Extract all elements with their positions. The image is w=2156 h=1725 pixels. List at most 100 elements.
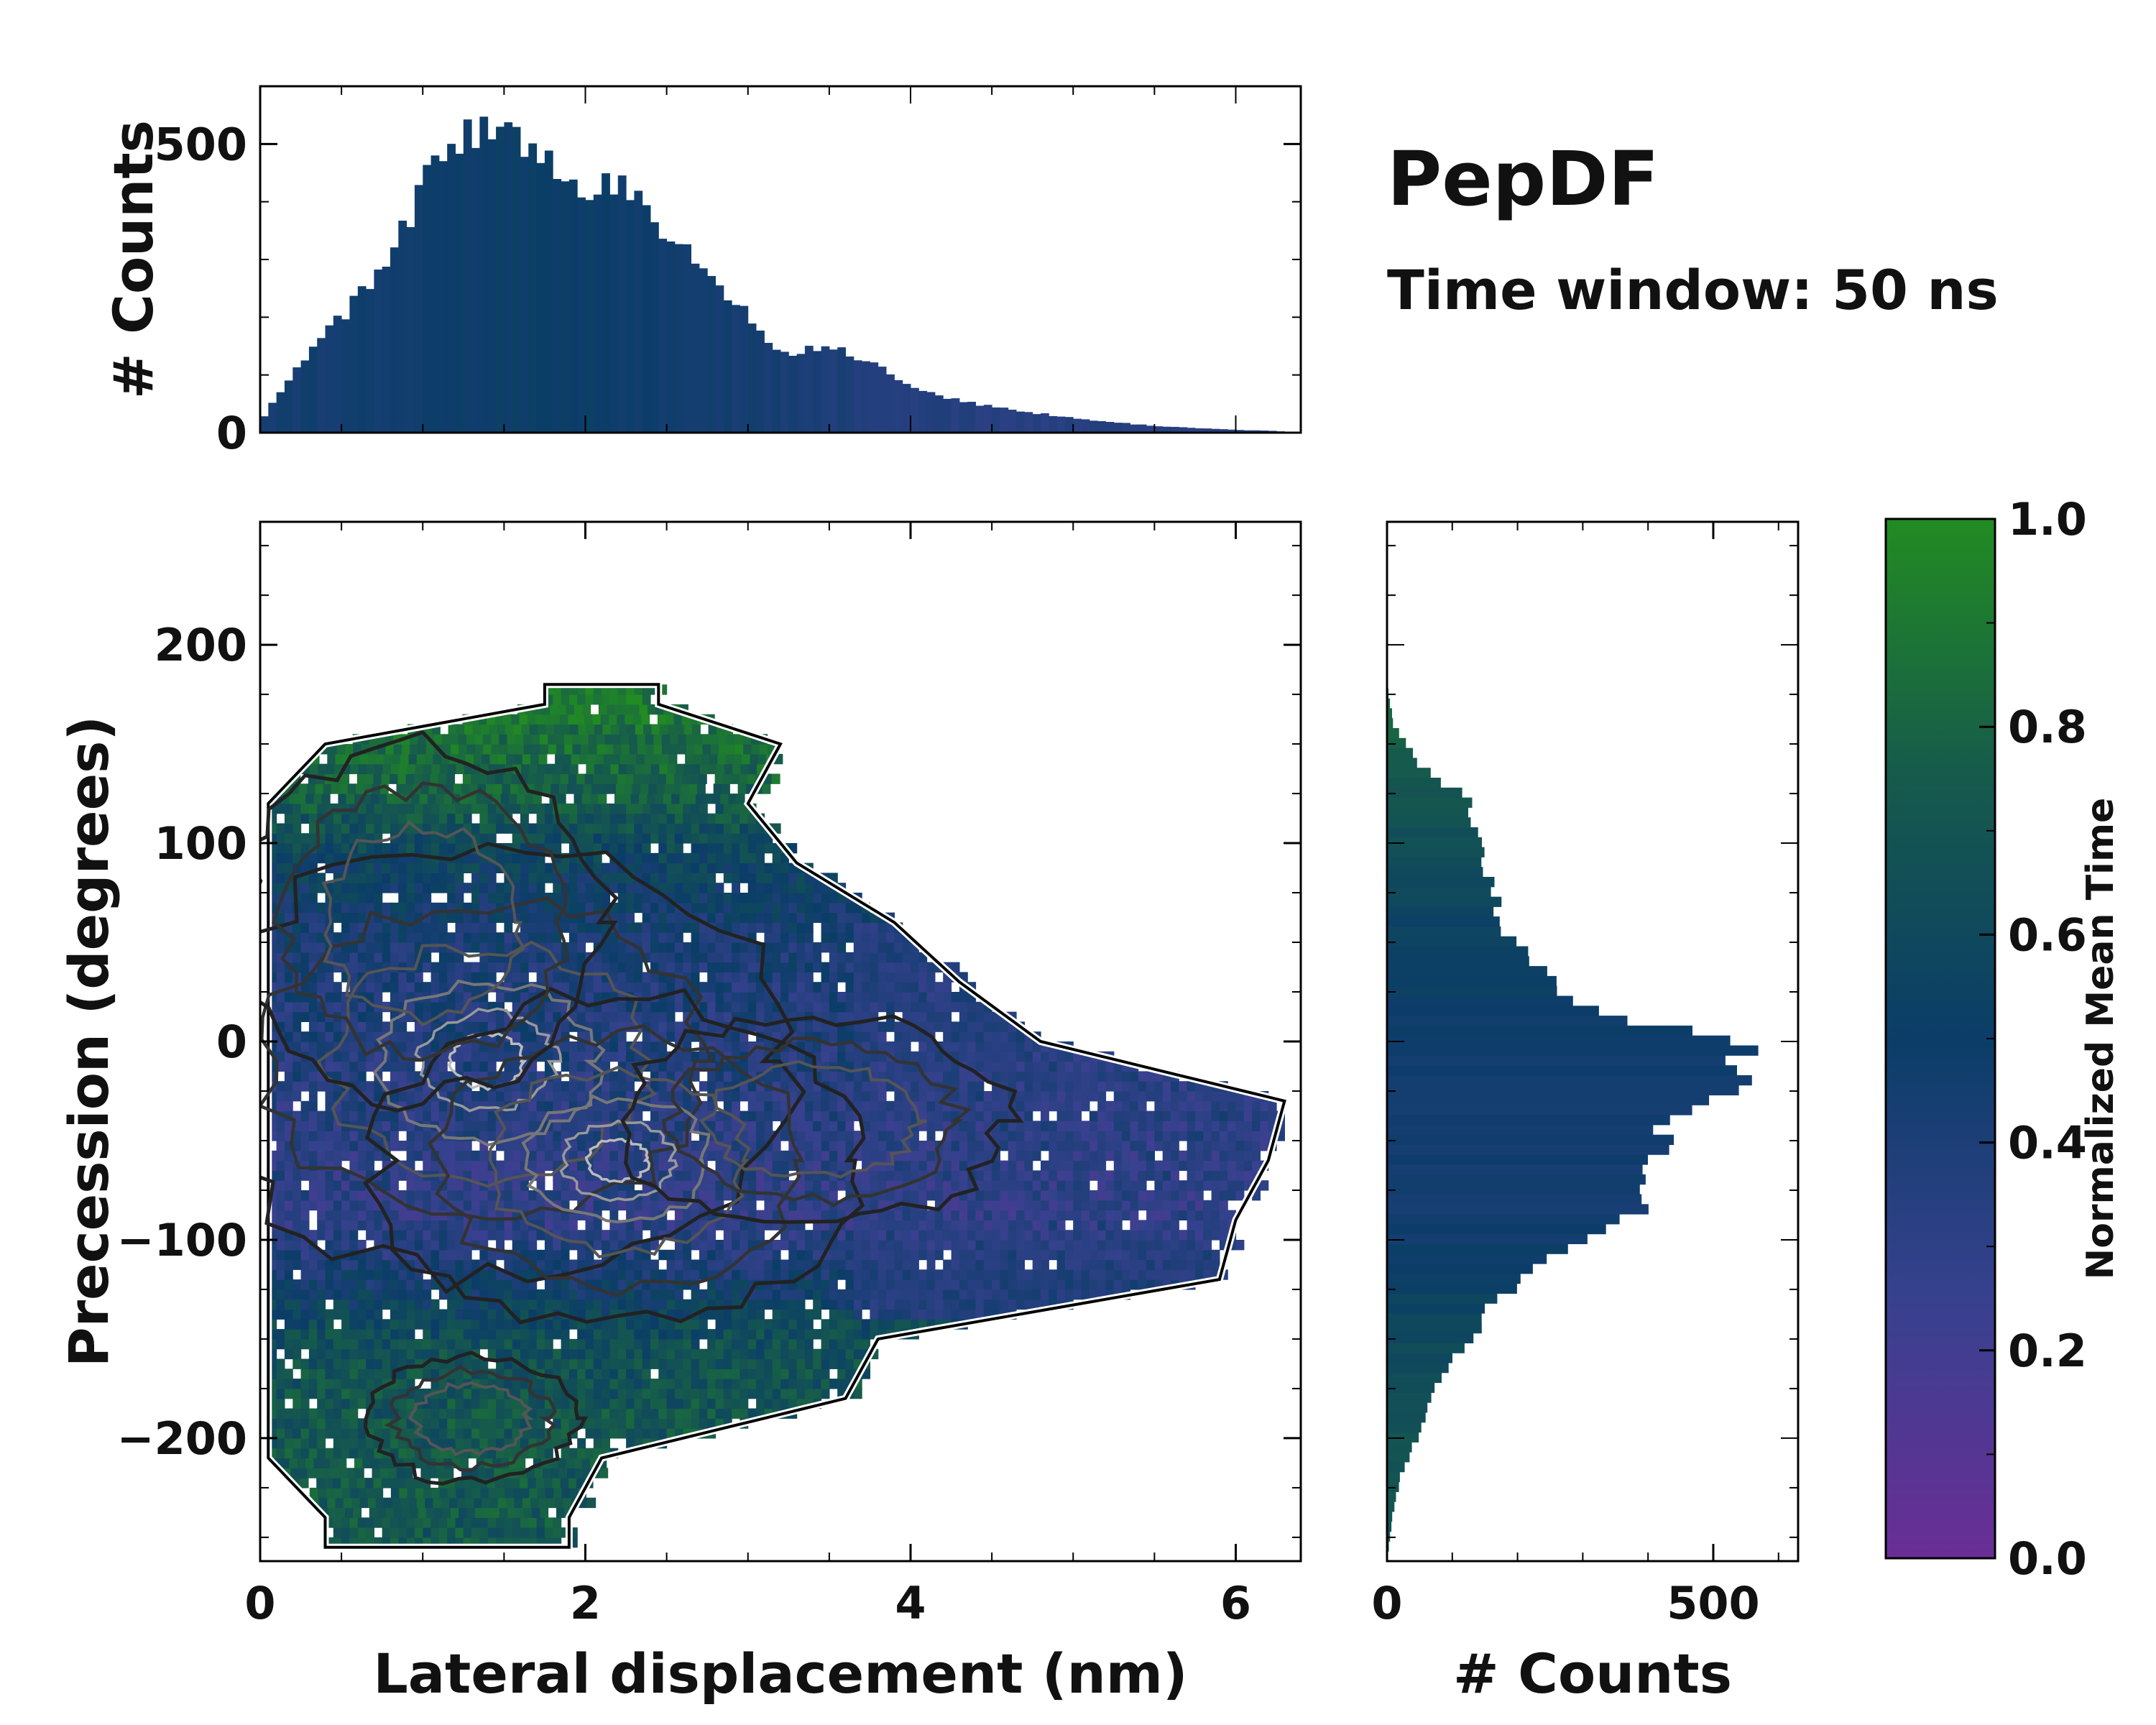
heatmap-cell [634,1428,643,1439]
heatmap-cell [1041,1061,1049,1072]
heatmap-cell [497,1497,507,1509]
heatmap-cell [707,1348,717,1360]
heatmap-cell [520,1150,529,1162]
heatmap-cell [975,1011,985,1022]
heatmap-cell [496,1428,505,1439]
heatmap-cell [1130,1100,1139,1112]
heatmap-cell [732,1121,740,1131]
heatmap-cell [732,1338,740,1350]
heatmap-cell [585,1448,594,1459]
heatmap-cell [341,1200,350,1211]
heatmap-cell [886,1100,895,1112]
heatmap-cell [764,1329,773,1340]
heatmap-cell [772,1319,781,1330]
top-y-tick-label: 0 [216,407,247,459]
heatmap-cell [1154,1121,1164,1131]
heatmap-cell [1203,1180,1212,1191]
heatmap-cell [504,1220,513,1230]
heatmap-cell [967,1110,977,1121]
heatmap-cell [1073,1121,1082,1131]
heatmap-cell [528,1398,538,1409]
heatmap-cell [796,1240,806,1251]
heatmap-cell [593,1110,602,1121]
heatmap-cell [804,1160,814,1171]
heatmap-cell [1146,1279,1155,1290]
heatmap-cell [1097,1230,1107,1241]
heatmap-cell [926,1299,936,1310]
heatmap-cell [398,1517,407,1528]
heatmap-cell [926,1041,936,1052]
heatmap-cell [357,1160,367,1171]
heatmap-cell [788,1319,798,1330]
heatmap-cell [406,1011,415,1022]
heatmap-cell [1235,1150,1245,1162]
heatmap-cell [1130,1180,1139,1191]
heatmap-cell [357,1180,367,1191]
heatmap-cell [1162,1220,1171,1230]
heatmap-cell [658,1160,668,1171]
heatmap-cell [877,1031,887,1042]
heatmap-cell [1073,1180,1082,1191]
heatmap-cell [512,1289,521,1300]
heatmap-cell [504,1319,513,1330]
heatmap-cell [1122,1210,1130,1220]
heatmap-cell [796,1388,806,1399]
heatmap-cell [715,1110,724,1121]
heatmap-cell [1081,1289,1090,1300]
heatmap-cell [479,1210,489,1220]
heatmap-cell [788,1091,798,1102]
heatmap-cell [1154,1190,1164,1201]
heatmap-cell [292,1279,302,1290]
heatmap-cell [1219,1141,1228,1151]
heatmap-cell [642,1031,651,1042]
heatmap-cell [804,1100,814,1112]
heatmap-cell [683,1348,692,1360]
heatmap-cell [617,1121,627,1131]
heatmap-cell [553,1081,562,1092]
heatmap-cell [626,1160,635,1171]
heatmap-cell [1024,1100,1033,1112]
heatmap-cell [406,1517,415,1528]
heatmap-cell [894,1319,903,1330]
heatmap-cell [366,982,374,993]
top-histogram-bar [658,239,668,433]
heatmap-cell [1041,1160,1049,1171]
heatmap-cell [350,1487,359,1499]
heatmap-cell [423,1100,432,1112]
heatmap-cell [853,1170,862,1181]
heatmap-cell [1219,1210,1228,1220]
heatmap-cell [406,1279,415,1290]
heatmap-cell [390,1487,400,1499]
heatmap-cell [284,1319,293,1330]
heatmap-cell [390,1170,399,1181]
heatmap-cell [886,1110,895,1121]
heatmap-cell [536,1071,545,1082]
heatmap-cell [617,1279,627,1290]
heatmap-cell [918,1031,928,1042]
heatmap-cell [325,1379,334,1389]
heatmap-cell [1162,1141,1171,1151]
heatmap-cell [406,982,415,993]
heatmap-cell [349,1408,359,1419]
heatmap-cell [1056,1141,1066,1151]
heatmap-cell [747,1338,757,1350]
heatmap-cell [975,1230,985,1241]
heatmap-cell [479,1408,489,1419]
heatmap-cell [1138,1259,1147,1270]
heatmap-cell [772,1031,781,1042]
heatmap-cell [626,1180,635,1191]
heatmap-cell [357,1190,367,1201]
heatmap-cell [796,1358,806,1369]
heatmap-cell [447,1279,456,1290]
heatmap-cell [276,1240,285,1251]
heatmap-cell [609,1358,619,1369]
heatmap-cell [918,1021,928,1032]
heatmap-cell [1016,1091,1025,1102]
heatmap-cell [568,992,578,1003]
heatmap-cell [1113,1100,1123,1112]
heatmap-cell [463,1368,472,1379]
heatmap-cell [537,1487,546,1499]
heatmap-cell [691,1091,700,1102]
heatmap-cell [276,1448,285,1459]
heatmap-cell [747,992,757,1003]
